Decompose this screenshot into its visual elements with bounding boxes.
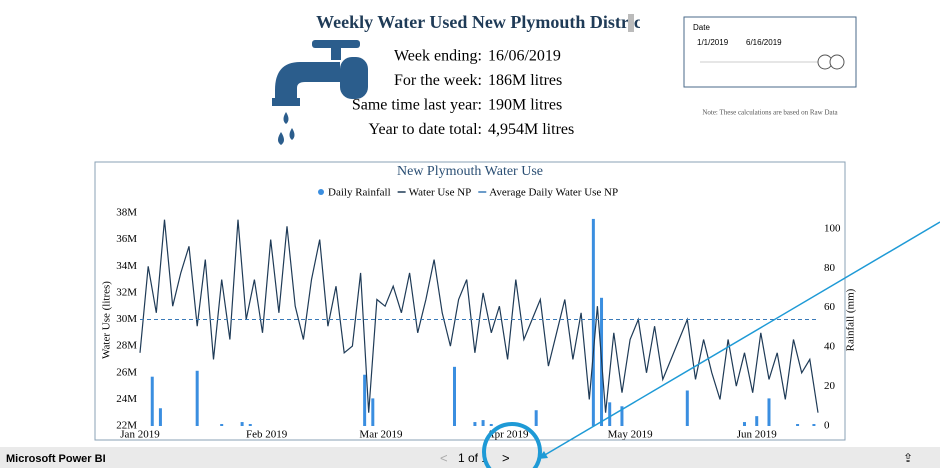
rain-bar <box>592 219 595 426</box>
next-page[interactable]: > <box>502 450 510 465</box>
chart-title: New Plymouth Water Use <box>397 164 543 179</box>
y-tick-label: 36M <box>116 233 137 245</box>
scrollbar <box>628 14 634 32</box>
report: Weekly Water Used New Plymouth District … <box>0 0 940 468</box>
stat-label: For the week: <box>394 72 482 89</box>
rain-bar <box>249 424 252 426</box>
rain-bar <box>812 424 815 426</box>
x-tick-label: Feb 2019 <box>246 429 288 441</box>
rain-bar <box>743 422 746 426</box>
report-title: Weekly Water Used New Plymouth District <box>316 12 648 32</box>
stat-value: 190M litres <box>488 97 562 114</box>
y2-tick-label: 60 <box>824 301 836 313</box>
rain-bar <box>220 424 223 426</box>
slider-handle[interactable] <box>830 55 844 69</box>
legend-label: Daily Rainfall <box>328 187 391 199</box>
rain-bar <box>535 410 538 426</box>
chart-frame <box>95 162 845 440</box>
rain-bar <box>159 408 162 426</box>
rain-bar <box>363 375 366 426</box>
y-tick-label: 26M <box>116 366 137 378</box>
stat-label: Week ending: <box>394 48 482 65</box>
y2-tick-label: 80 <box>824 262 836 274</box>
legend-label: Water Use NP <box>409 187 472 199</box>
stat-value: 186M litres <box>488 72 562 89</box>
y-tick-label: 34M <box>116 260 137 272</box>
rain-bar <box>490 424 493 426</box>
rain-bar <box>767 398 770 426</box>
stat-label: Year to date total: <box>369 121 482 138</box>
y-tick-label: 30M <box>116 313 137 325</box>
rain-bar <box>241 422 244 426</box>
y-tick-label: 28M <box>116 340 137 352</box>
rain-bar <box>371 398 374 426</box>
note: Note: These calculations are based on Ra… <box>702 109 838 117</box>
stat-value: 4,954M litres <box>488 121 574 138</box>
app-name: Microsoft Power BI <box>6 453 106 465</box>
y2-tick-label: 100 <box>824 222 841 234</box>
legend-marker <box>318 189 324 195</box>
x-tick-label: Jun 2019 <box>737 429 778 441</box>
y2-tick-label: 20 <box>824 380 836 392</box>
rain-bar <box>608 402 611 426</box>
rain-bar <box>453 367 456 426</box>
rain-bar <box>796 424 799 426</box>
y-tick-label: 38M <box>116 207 137 219</box>
prev-page[interactable]: < <box>440 450 448 465</box>
y-tick-label: 24M <box>116 393 137 405</box>
page: Weekly Water Used New Plymouth District … <box>0 0 940 468</box>
slicer-start[interactable]: 1/1/2019 <box>697 38 729 47</box>
x-tick-label: Mar 2019 <box>359 429 403 441</box>
rain-bar <box>473 422 476 426</box>
y2-tick-label: 0 <box>824 420 830 432</box>
faucet-icon <box>272 40 368 145</box>
x-tick-label: May 2019 <box>608 429 653 441</box>
rain-bar <box>755 416 758 426</box>
share-icon[interactable]: ⇪ <box>903 451 913 465</box>
rain-bar <box>686 391 689 427</box>
rain-bar <box>196 371 199 426</box>
stat-label: Same time last year: <box>352 97 482 114</box>
stat-value: 16/06/2019 <box>488 48 561 65</box>
legend-label: Average Daily Water Use NP <box>489 187 618 199</box>
y-axis-title: Water Use (litres) <box>101 281 113 359</box>
slicer-title: Date <box>693 23 710 32</box>
y2-axis-title: Rainfall (mm) <box>845 288 857 351</box>
rain-bar <box>482 420 485 426</box>
rain-bar <box>151 377 154 426</box>
x-tick-label: Jan 2019 <box>120 429 160 441</box>
y-tick-label: 32M <box>116 286 137 298</box>
slicer-end[interactable]: 6/16/2019 <box>746 38 782 47</box>
y2-tick-label: 40 <box>824 341 836 353</box>
